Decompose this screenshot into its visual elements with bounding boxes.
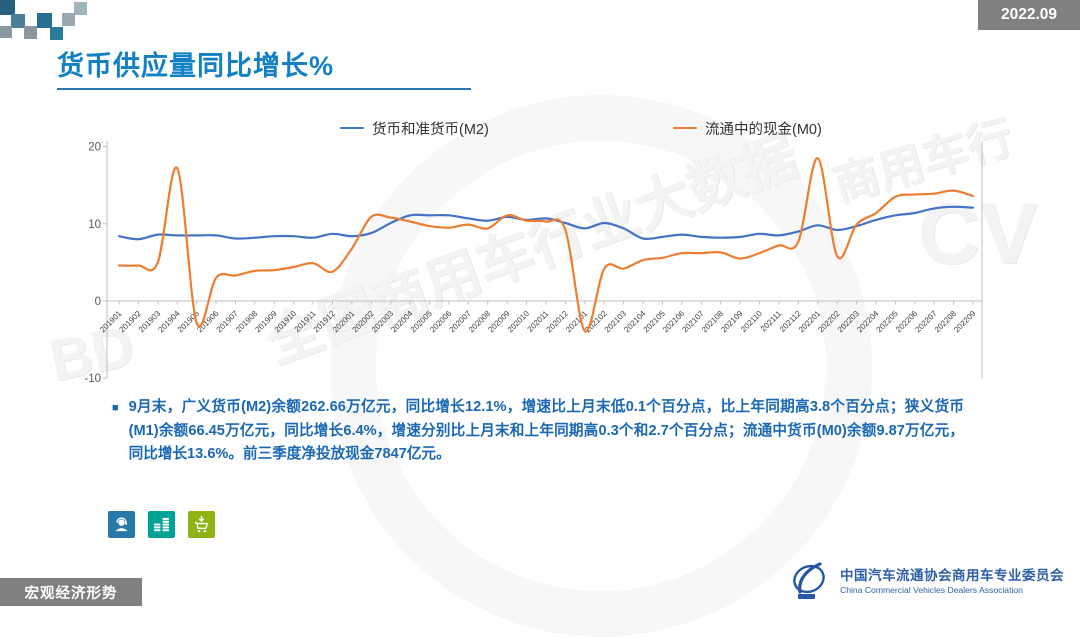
svg-text:10: 10	[88, 219, 101, 231]
page-title: 货币供应量同比增长%	[57, 51, 335, 81]
money-supply-line-chart: 20 10 0 -10 201901 201902 201903 201904 201905 20…	[85, 105, 1000, 397]
svg-text:-10: -10	[85, 373, 101, 385]
mini-icon-row	[108, 511, 215, 538]
m0-line-swatch	[673, 126, 697, 130]
mosaic-square	[0, 26, 12, 38]
legend-item-m2: 货币和准货币(M2)	[340, 118, 489, 138]
summary-bullet: ■ 9月末，广义货币(M2)余额262.66万亿元，同比增长12.1%，增速比上…	[112, 396, 964, 467]
mosaic-square	[74, 2, 87, 15]
legend-item-m0: 流通中的现金(M0)	[673, 118, 822, 138]
svg-text:202209: 202209	[952, 309, 978, 335]
section-label: 宏观经济形势	[0, 578, 142, 606]
m2-line-swatch	[340, 126, 364, 130]
organization-name-cn: 中国汽车流通协会商用车专业委员会	[840, 568, 1064, 584]
mosaic-square	[11, 14, 25, 28]
title-underline	[57, 88, 471, 90]
mosaic-square	[37, 13, 52, 28]
customer-service-icon	[108, 511, 135, 538]
association-emblem-icon	[793, 562, 825, 599]
svg-text:0: 0	[95, 296, 101, 308]
date-badge: 2022.09	[978, 0, 1080, 30]
organization-name-en: China Commercial Vehicles Dealers Associ…	[840, 585, 1023, 596]
coin-stacks-icon	[148, 511, 175, 538]
legend-label: 流通中的现金(M0)	[705, 121, 822, 138]
organization-logo: 中国汽车流通协会商用车专业委员会 China Commercial Vehicl…	[786, 562, 1064, 602]
mosaic-square	[62, 13, 75, 26]
chart-plot-area: 20100-1020190120190220190320190420190520…	[85, 141, 983, 385]
cart-download-icon	[188, 511, 215, 538]
svg-text:202110: 202110	[739, 309, 764, 334]
mosaic-square	[50, 27, 63, 40]
mosaic-square	[0, 0, 15, 15]
summary-text: 9月末，广义货币(M2)余额262.66万亿元，同比增长12.1%，增速比上月末…	[128, 399, 964, 462]
svg-text:20: 20	[88, 142, 101, 154]
mosaic-square	[24, 26, 37, 39]
legend-label: 货币和准货币(M2)	[372, 121, 489, 138]
bullet-marker: ■	[112, 402, 119, 414]
